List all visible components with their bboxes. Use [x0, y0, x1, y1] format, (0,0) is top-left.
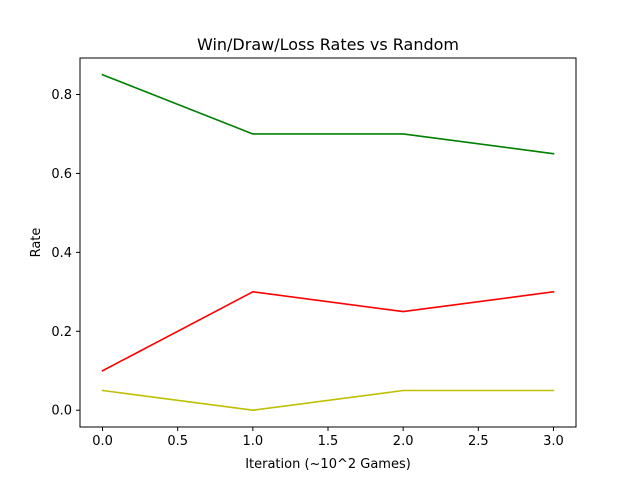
- y-tick-label: 0.6: [51, 167, 72, 182]
- x-tick-label: 2.5: [468, 434, 489, 449]
- y-tick-label: 0.4: [51, 246, 72, 261]
- y-tick-label: 0.2: [51, 325, 72, 340]
- x-axis-label: Iteration (~10^2 Games): [245, 457, 411, 472]
- series-line-2: [101, 389, 555, 412]
- y-tick-label: 0.8: [51, 88, 72, 103]
- x-tick-label: 3.0: [543, 434, 564, 449]
- series-layer: [101, 73, 555, 412]
- x-tick-label: 0.0: [92, 434, 113, 449]
- x-tick-label: 1.0: [243, 434, 264, 449]
- x-axis-ticks: 0.0 0.5 1.0 1.5 2.0 2.5 3.0: [92, 427, 564, 449]
- chart-title: Win/Draw/Loss Rates vs Random: [197, 35, 459, 54]
- series-line-1: [101, 290, 555, 372]
- x-tick-label: 2.0: [393, 434, 414, 449]
- x-tick-label: 1.5: [318, 434, 339, 449]
- y-axis-label: Rate: [29, 228, 44, 258]
- y-tick-label: 0.0: [51, 404, 72, 419]
- x-tick-label: 0.5: [167, 434, 188, 449]
- series-line-0: [101, 73, 555, 155]
- y-axis-ticks: 0.0 0.2 0.4 0.6 0.8: [51, 88, 80, 419]
